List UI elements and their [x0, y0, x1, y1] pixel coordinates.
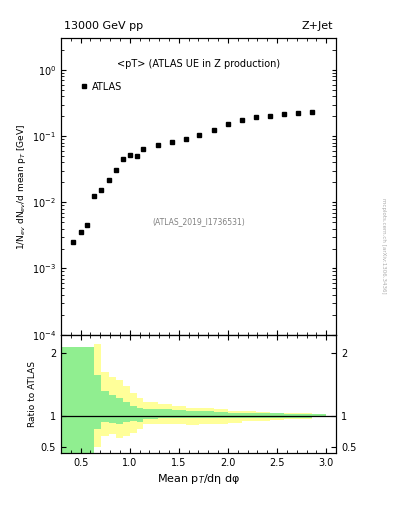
ATLAS	[120, 156, 125, 162]
ATLAS	[254, 114, 259, 120]
ATLAS	[114, 167, 118, 173]
ATLAS	[169, 139, 174, 145]
Text: <pT> (ATLAS UE in Z production): <pT> (ATLAS UE in Z production)	[117, 59, 280, 69]
ATLAS	[268, 113, 272, 119]
ATLAS	[226, 120, 230, 126]
ATLAS	[134, 153, 139, 159]
ATLAS	[141, 146, 146, 153]
Y-axis label: 1/N$_{ev}$ dN$_{ev}$/d mean p$_{T}$ [GeV]: 1/N$_{ev}$ dN$_{ev}$/d mean p$_{T}$ [GeV…	[15, 123, 28, 250]
Line: ATLAS: ATLAS	[70, 109, 315, 245]
ATLAS	[107, 177, 112, 183]
Y-axis label: Ratio to ATLAS: Ratio to ATLAS	[28, 361, 37, 427]
Text: (ATLAS_2019_I1736531): (ATLAS_2019_I1736531)	[152, 218, 245, 227]
ATLAS	[197, 132, 202, 138]
ATLAS	[156, 142, 160, 148]
ATLAS	[281, 111, 286, 117]
ATLAS	[99, 187, 104, 193]
X-axis label: Mean p$_{T}$/dη dφ: Mean p$_{T}$/dη dφ	[157, 472, 240, 486]
ATLAS	[295, 110, 300, 116]
ATLAS	[85, 222, 90, 228]
Text: 13000 GeV pp: 13000 GeV pp	[64, 21, 143, 31]
Text: mcplots.cern.ch [arXiv:1306.3436]: mcplots.cern.ch [arXiv:1306.3436]	[381, 198, 386, 293]
ATLAS	[127, 152, 132, 158]
ATLAS	[70, 239, 75, 245]
Legend: ATLAS: ATLAS	[77, 79, 125, 95]
ATLAS	[92, 193, 97, 199]
ATLAS	[183, 136, 188, 142]
Text: Z+Jet: Z+Jet	[302, 21, 333, 31]
ATLAS	[212, 126, 217, 133]
ATLAS	[78, 229, 83, 236]
ATLAS	[310, 109, 315, 115]
ATLAS	[239, 117, 244, 123]
